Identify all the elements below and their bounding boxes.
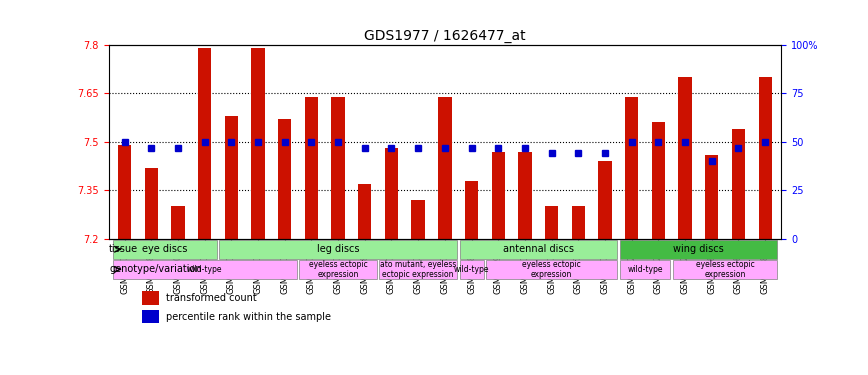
Bar: [572, 206, 585, 238]
Bar: [652, 123, 665, 238]
Text: wild-type: wild-type: [187, 265, 222, 274]
Text: wild-type: wild-type: [454, 265, 490, 274]
Text: eyeless ectopic
expression: eyeless ectopic expression: [523, 260, 581, 279]
Text: eyeless ectopic
expression: eyeless ectopic expression: [696, 260, 754, 279]
Text: antennal discs: antennal discs: [503, 244, 574, 254]
Bar: [142, 310, 159, 323]
Bar: [118, 145, 131, 238]
Bar: [598, 161, 612, 238]
Text: transformed count: transformed count: [166, 293, 256, 303]
Bar: [358, 184, 372, 238]
Bar: [171, 206, 185, 238]
FancyBboxPatch shape: [459, 260, 483, 279]
Bar: [518, 152, 531, 238]
Bar: [385, 148, 398, 238]
FancyBboxPatch shape: [673, 260, 777, 279]
Bar: [759, 77, 772, 239]
Bar: [465, 181, 478, 238]
Bar: [252, 48, 265, 238]
Text: genotype/variation: genotype/variation: [109, 264, 201, 274]
Bar: [142, 291, 159, 305]
Bar: [332, 97, 345, 238]
Bar: [145, 168, 158, 238]
FancyBboxPatch shape: [299, 260, 377, 279]
Text: ato mutant, eyeless
ectopic expression: ato mutant, eyeless ectopic expression: [380, 260, 457, 279]
Text: tissue: tissue: [109, 244, 138, 254]
Title: GDS1977 / 1626477_at: GDS1977 / 1626477_at: [364, 28, 526, 43]
Text: leg discs: leg discs: [317, 244, 359, 254]
FancyBboxPatch shape: [620, 240, 777, 259]
Bar: [411, 200, 424, 238]
Bar: [438, 97, 451, 238]
Text: wild-type: wild-type: [628, 265, 663, 274]
Bar: [225, 116, 238, 238]
Text: wing discs: wing discs: [673, 244, 724, 254]
Bar: [679, 77, 692, 239]
FancyBboxPatch shape: [486, 260, 617, 279]
Bar: [305, 97, 318, 238]
Text: percentile rank within the sample: percentile rank within the sample: [166, 312, 331, 322]
Bar: [278, 119, 292, 238]
Bar: [732, 129, 745, 238]
Bar: [705, 155, 719, 238]
Text: eye discs: eye discs: [141, 244, 187, 254]
Bar: [198, 48, 211, 238]
FancyBboxPatch shape: [379, 260, 457, 279]
FancyBboxPatch shape: [220, 240, 457, 259]
FancyBboxPatch shape: [459, 240, 617, 259]
Bar: [625, 97, 638, 238]
Text: eyeless ectopic
expression: eyeless ectopic expression: [309, 260, 367, 279]
Bar: [545, 206, 558, 238]
FancyBboxPatch shape: [113, 240, 217, 259]
FancyBboxPatch shape: [113, 260, 297, 279]
FancyBboxPatch shape: [620, 260, 670, 279]
Bar: [491, 152, 505, 238]
